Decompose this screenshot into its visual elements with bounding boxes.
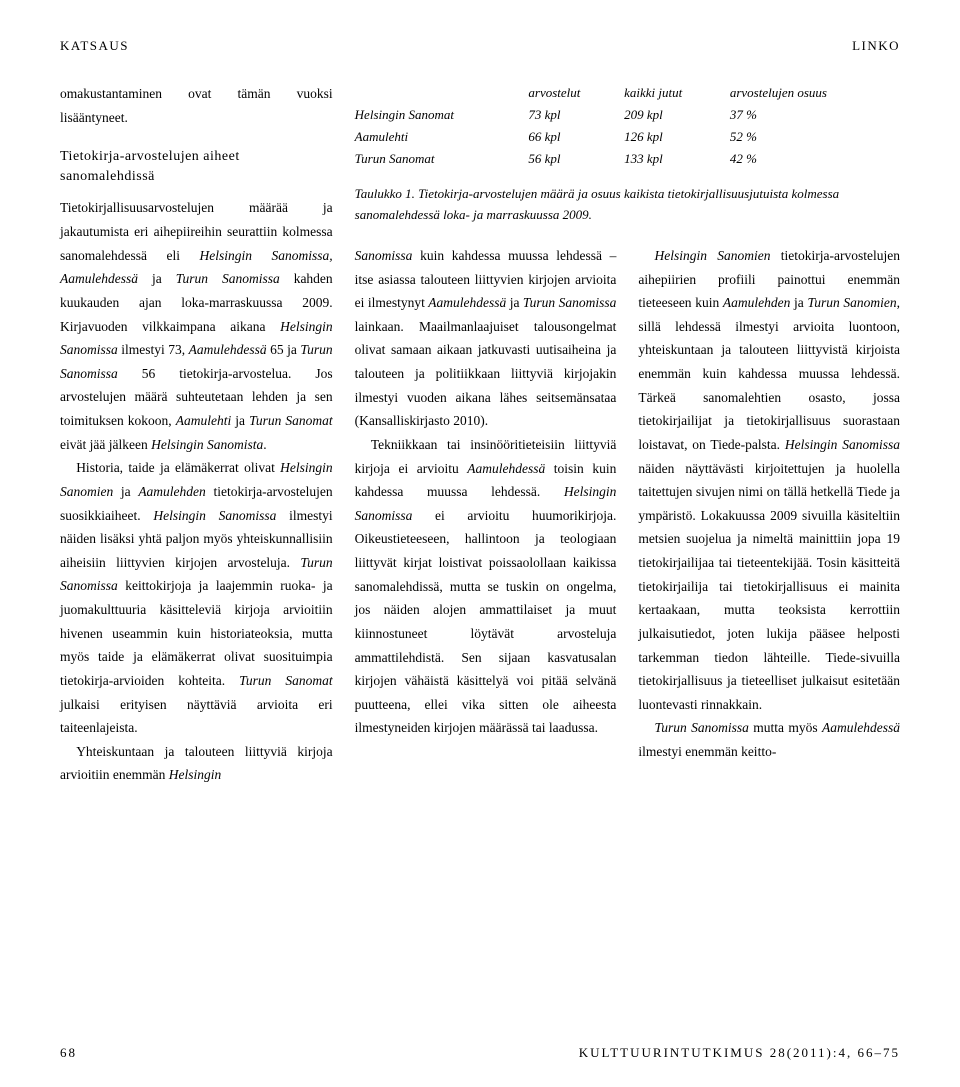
c3-p1: Helsingin Sanomien tietokirja-arvosteluj…	[638, 244, 900, 717]
heading-line2: sanomalehdissä	[60, 169, 155, 184]
th-all: kaikki jutut	[624, 82, 730, 104]
c2-p1: Sanomissa kuin kahdessa muussa lehdessä …	[355, 244, 617, 433]
th-share: arvostelujen osuus	[730, 82, 900, 104]
table-row: Aamulehti66 kpl126 kpl52 %	[355, 126, 900, 148]
column-3: Helsingin Sanomien tietokirja-arvosteluj…	[638, 244, 900, 787]
header-right: LINKO	[852, 38, 900, 54]
journal-ref: KULTTUURINTUTKIMUS 28(2011):4, 66–75	[579, 1045, 900, 1061]
c3-p2: Turun Sanomissa mutta myös Aamulehdessä …	[638, 716, 900, 763]
column-2: Sanomissa kuin kahdessa muussa lehdessä …	[355, 244, 617, 787]
c1-p4: Yhteiskuntaan ja talouteen liittyviä kir…	[60, 740, 333, 787]
section-heading: Tietokirja-arvostelujen aiheet sanomaleh…	[60, 147, 333, 186]
header-left: KATSAUS	[60, 38, 129, 54]
column-1: omakustantaminen ovat tämän vuoksi lisää…	[60, 82, 333, 787]
th-reviews: arvostelut	[528, 82, 624, 104]
c1-p2: Tietokirjallisuusarvostelujen määrää ja …	[60, 196, 333, 456]
heading-line1: Tietokirja-arvostelujen aiheet	[60, 149, 240, 164]
page-number: 68	[60, 1045, 77, 1061]
table-caption: Taulukko 1. Tietokirja-arvostelujen määr…	[355, 184, 900, 226]
c2-p2: Tekniikkaan tai insinööritieteisiin liit…	[355, 433, 617, 740]
review-table: arvostelut kaikki jutut arvostelujen osu…	[355, 82, 900, 170]
table-row: Turun Sanomat56 kpl133 kpl42 %	[355, 148, 900, 170]
c1-p3: Historia, taide ja elämäkerrat olivat He…	[60, 456, 333, 740]
c1-p1: omakustantaminen ovat tämän vuoksi lisää…	[60, 82, 333, 129]
right-block: arvostelut kaikki jutut arvostelujen osu…	[355, 82, 900, 787]
table-row: Helsingin Sanomat73 kpl209 kpl37 %	[355, 104, 900, 126]
